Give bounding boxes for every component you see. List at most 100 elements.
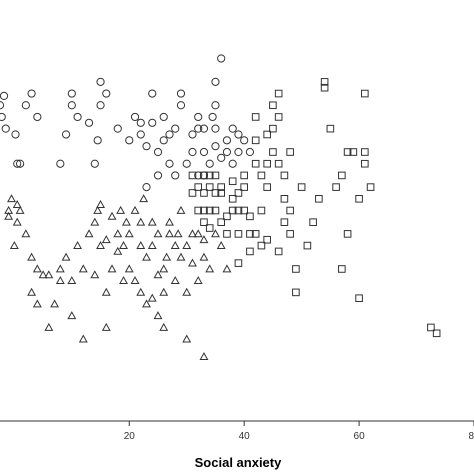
- data-point-circle: [67, 89, 76, 98]
- data-points: [0, 54, 441, 361]
- data-point-square: [297, 183, 306, 191]
- data-point-square: [274, 89, 283, 98]
- data-point-triangle: [84, 229, 94, 238]
- data-point-circle: [211, 101, 220, 110]
- data-point-circle: [16, 159, 25, 168]
- data-point-square: [274, 247, 283, 256]
- data-point-square: [343, 148, 352, 156]
- data-point-square: [269, 101, 277, 110]
- data-point-circle: [188, 147, 197, 157]
- data-point-circle: [142, 142, 151, 151]
- data-point-circle: [11, 130, 20, 139]
- data-point-triangle: [176, 252, 186, 261]
- x-tick-label: 40: [239, 431, 251, 442]
- data-point-triangle: [119, 276, 128, 285]
- data-point-triangle: [159, 322, 169, 331]
- data-point-square: [228, 195, 237, 203]
- data-point-square: [286, 206, 294, 215]
- x-axis-title: Social anxiety: [195, 455, 282, 470]
- data-point-square: [326, 124, 335, 133]
- data-point-triangle: [193, 229, 203, 238]
- data-point-square: [205, 224, 214, 232]
- data-point-square: [263, 130, 271, 139]
- data-point-square: [274, 159, 283, 168]
- data-point-circle: [73, 112, 82, 122]
- data-point-square: [355, 195, 363, 203]
- data-point-square: [355, 294, 363, 303]
- data-point-triangle: [119, 240, 128, 249]
- data-point-circle: [142, 183, 151, 192]
- data-point-triangle: [130, 205, 140, 214]
- data-point-triangle: [162, 252, 172, 261]
- data-point-square: [361, 89, 369, 98]
- data-point-square: [223, 212, 231, 221]
- data-point-triangle: [165, 217, 174, 226]
- data-point-triangle: [153, 229, 163, 238]
- data-point-square: [349, 148, 358, 156]
- data-point-circle: [211, 77, 220, 86]
- data-point-square: [211, 189, 220, 197]
- data-point-triangle: [67, 276, 77, 285]
- data-point-square: [251, 113, 260, 121]
- data-point-square: [194, 183, 203, 191]
- data-point-circle: [148, 89, 157, 98]
- data-point-square: [234, 230, 243, 238]
- data-point-triangle: [182, 334, 192, 343]
- data-point-circle: [153, 147, 163, 157]
- data-point-triangle: [136, 217, 146, 226]
- data-point-triangle: [173, 229, 183, 238]
- data-point-triangle: [78, 264, 88, 273]
- data-point-triangle: [182, 287, 192, 296]
- data-point-square: [251, 230, 260, 238]
- data-point-circle: [240, 136, 249, 145]
- data-point-triangle: [139, 194, 149, 203]
- data-point-circle: [56, 159, 65, 168]
- data-point-triangle: [73, 240, 83, 249]
- data-point-circle: [217, 153, 226, 162]
- data-point-square: [200, 218, 208, 226]
- data-point-square: [332, 183, 340, 191]
- data-point-circle: [33, 112, 42, 122]
- data-point-circle: [228, 124, 237, 133]
- data-point-square: [188, 189, 197, 197]
- data-point-triangle: [124, 264, 134, 273]
- data-point-circle: [165, 130, 174, 139]
- data-point-triangle: [44, 270, 54, 279]
- data-point-square: [257, 206, 266, 215]
- data-point-square: [228, 177, 237, 186]
- x-tick-label: 80: [468, 431, 474, 442]
- data-point-circle: [199, 147, 209, 157]
- data-point-triangle: [199, 352, 209, 361]
- data-point-triangle: [4, 211, 14, 220]
- data-point-triangle: [27, 252, 37, 261]
- data-point-circle: [21, 101, 30, 110]
- data-point-square: [240, 183, 248, 191]
- data-point-triangle: [15, 205, 25, 214]
- data-point-circle: [211, 142, 220, 151]
- data-point-triangle: [116, 205, 126, 214]
- data-point-triangle: [61, 252, 71, 261]
- data-point-square: [257, 171, 266, 180]
- data-point-square: [188, 171, 197, 180]
- data-point-circle: [222, 147, 232, 157]
- data-point-square: [234, 259, 243, 267]
- data-point-triangle: [205, 264, 215, 273]
- data-point-square: [251, 136, 260, 145]
- data-point-square: [217, 218, 225, 226]
- data-point-triangle: [96, 200, 105, 209]
- data-point-square: [217, 189, 225, 197]
- data-point-triangle: [21, 229, 31, 238]
- data-point-square: [211, 206, 220, 215]
- data-point-circle: [84, 118, 94, 127]
- data-point-square: [303, 241, 312, 250]
- data-point-triangle: [9, 240, 19, 249]
- data-point-square: [200, 206, 208, 215]
- data-point-triangle: [121, 217, 131, 226]
- data-point-square: [194, 206, 203, 215]
- data-point-triangle: [222, 264, 232, 273]
- data-point-square: [263, 159, 271, 168]
- data-point-circle: [208, 112, 217, 122]
- data-point-circle: [234, 130, 243, 139]
- data-point-square: [292, 265, 300, 273]
